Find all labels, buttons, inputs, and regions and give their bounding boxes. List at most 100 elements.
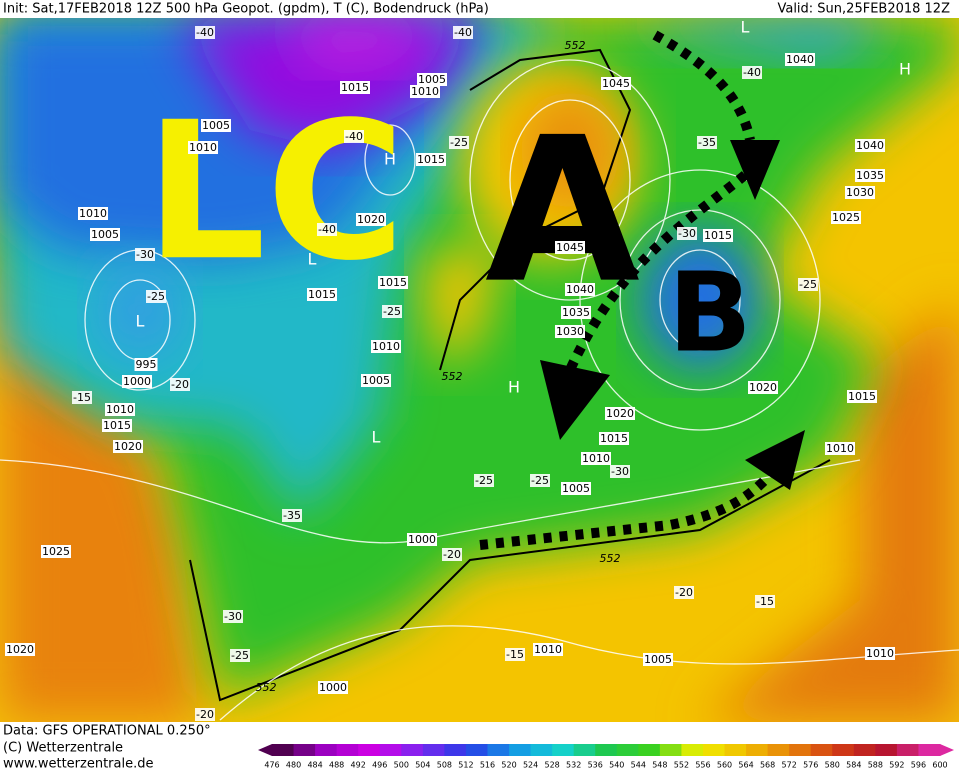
pressure-label: 1015 [704, 229, 732, 242]
colorbar-tick-label: 528 [544, 761, 559, 770]
temperature-label-bg [677, 227, 697, 240]
pressure-label: 995 [136, 358, 157, 371]
height-label: 552 [565, 39, 586, 52]
temperature-label: -25 [450, 136, 468, 149]
pressure-label-bg [378, 276, 408, 289]
height-label: 552 [442, 370, 463, 383]
pressure-label: 1010 [189, 141, 217, 154]
pressure-label-bg [785, 53, 815, 66]
pressure-label-bg [122, 375, 152, 388]
pressure-label-bg [361, 374, 391, 387]
colorbar-swatch [789, 744, 812, 756]
footer-url: www.wetterzentrale.de [3, 757, 153, 770]
pressure-label-bg [41, 545, 71, 558]
temperature-label: -15 [756, 595, 774, 608]
pressure-label-bg [847, 390, 877, 403]
colorbar-swatch [724, 744, 747, 756]
pressure-label: 1015 [848, 390, 876, 403]
pressure-label-bg [307, 288, 337, 301]
pressure-label: 1020 [606, 407, 634, 420]
temperature-label-bg [505, 648, 525, 661]
pressure-label: 1015 [379, 276, 407, 289]
colorbar-tick-label: 540 [609, 761, 624, 770]
temperature-label-bg [230, 649, 250, 662]
pressure-label-bg [90, 228, 120, 241]
temperature-label: -30 [224, 610, 242, 623]
pressure-label-bg [188, 141, 218, 154]
temperature-label-bg [742, 66, 762, 79]
temperature-label-bg [798, 278, 818, 291]
pressure-label-bg [855, 139, 885, 152]
pressure-label-bg [201, 119, 231, 132]
pressure-label: 1010 [534, 643, 562, 656]
pressure-label-bg [105, 403, 135, 416]
pressure-label-bg [748, 381, 778, 394]
colorbar-tick-label: 492 [351, 761, 366, 770]
temperature-label: -30 [678, 227, 696, 240]
colorbar-tick-label: 544 [631, 761, 646, 770]
pressure-label: 1045 [556, 241, 584, 254]
pressure-label-bg [416, 153, 446, 166]
temperature-label-bg [72, 391, 92, 404]
temperature-label: -30 [611, 465, 629, 478]
pressure-label: 1015 [341, 81, 369, 94]
temperature-label: -15 [506, 648, 524, 661]
pressure-label-bg [410, 85, 440, 98]
pressure-label-bg [5, 643, 35, 656]
colorbar-tick-label: 500 [394, 761, 409, 770]
header-valid: Valid: Sun,25FEB2018 12Z [777, 2, 950, 17]
colorbar-swatch [509, 744, 532, 756]
colorbar-swatch [315, 744, 338, 756]
temperature-label-bg [530, 474, 550, 487]
pressure-label-bg [318, 681, 348, 694]
colorbar-swatch [444, 744, 467, 756]
temperature-label-bg [195, 708, 215, 721]
temperature-label: -40 [196, 26, 214, 39]
pressure-label: 1010 [582, 452, 610, 465]
temperature-label-bg [195, 26, 215, 39]
colorbar-tick-label: 532 [566, 761, 581, 770]
pressure-label-bg [78, 207, 108, 220]
colorbar-tick-label: 508 [437, 761, 452, 770]
pressure-label: 1000 [319, 681, 347, 694]
colorbar-end [940, 744, 954, 756]
pressure-label: 1005 [202, 119, 230, 132]
colorbar-swatch [853, 744, 876, 756]
colorbar-swatch [746, 744, 769, 756]
pressure-label: 1015 [600, 432, 628, 445]
pressure-label-bg [601, 77, 631, 90]
pressure-label-bg [533, 643, 563, 656]
pressure-label: 1005 [644, 653, 672, 666]
colorbar-tick-label: 512 [458, 761, 473, 770]
pressure-label: 1030 [846, 186, 874, 199]
pressure-label: 1035 [856, 169, 884, 182]
temperature-label-bg [474, 474, 494, 487]
annotation-lc: LC [145, 81, 406, 302]
pressure-label-bg [643, 653, 673, 666]
pressure-center: L [372, 428, 381, 447]
pressure-label: 1020 [357, 213, 385, 226]
pressure-label: 1020 [749, 381, 777, 394]
colorbar-tick-label: 548 [652, 761, 667, 770]
temperature-label-bg [449, 136, 469, 149]
pressure-label: 1045 [602, 77, 630, 90]
pressure-label-bg [855, 169, 885, 182]
pressure-label: 1010 [411, 85, 439, 98]
temperature-label-bg [344, 130, 364, 143]
temperature-label-bg [282, 509, 302, 522]
colorbar-swatch [659, 744, 682, 756]
temperature-label: -40 [345, 130, 363, 143]
temperature-label: -35 [283, 509, 301, 522]
pressure-label: 1010 [866, 647, 894, 660]
pressure-label: 1010 [106, 403, 134, 416]
temperature-label: -25 [799, 278, 817, 291]
pressure-center: L [136, 312, 145, 331]
temperature-label-bg [697, 136, 717, 149]
labels: 1015100510101005101010151020101010051015… [5, 18, 911, 721]
pressure-label-bg [340, 81, 370, 94]
pressure-label: 1040 [566, 283, 594, 296]
colorbar-tick-label: 568 [760, 761, 775, 770]
pressure-label: 1015 [308, 288, 336, 301]
pressure-label: 1020 [114, 440, 142, 453]
